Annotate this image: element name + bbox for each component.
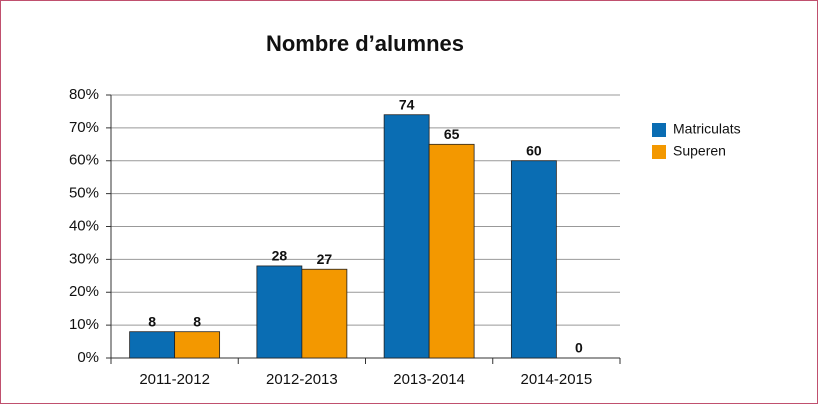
value-label: 8 <box>193 313 201 329</box>
x-tick-label: 2012-2013 <box>266 371 338 388</box>
y-tick-label: 20% <box>69 283 99 300</box>
y-tick-label: 40% <box>69 217 99 234</box>
legend-swatch <box>652 145 666 159</box>
x-tick-label: 2013-2014 <box>393 371 465 388</box>
y-tick-label: 80% <box>69 86 99 103</box>
y-tick-label: 70% <box>69 119 99 136</box>
bar <box>510 160 557 359</box>
legend-swatch <box>652 123 666 137</box>
x-tick-label: 2011-2012 <box>139 371 210 388</box>
y-tick-label: 0% <box>77 349 99 366</box>
value-label: 27 <box>317 251 333 267</box>
value-label: 65 <box>444 126 460 142</box>
value-label: 60 <box>526 142 542 158</box>
bar <box>301 268 348 359</box>
value-label: 28 <box>272 248 288 264</box>
bar <box>129 331 176 359</box>
value-label: 8 <box>148 313 156 329</box>
chart-title: Nombre d’alumnes <box>266 31 464 56</box>
y-tick-label: 30% <box>69 250 99 267</box>
legend-label: Superen <box>673 143 726 159</box>
y-tick-label: 10% <box>69 316 99 333</box>
y-tick-label: 60% <box>69 152 99 169</box>
bar <box>256 265 303 359</box>
legend-label: Matriculats <box>673 121 741 137</box>
bar <box>383 114 430 359</box>
value-label: 0 <box>575 340 583 356</box>
y-tick-label: 50% <box>69 185 99 202</box>
x-tick-label: 2014-2015 <box>521 371 593 388</box>
bar <box>174 331 221 359</box>
bar <box>428 143 475 359</box>
value-label: 74 <box>399 96 415 112</box>
